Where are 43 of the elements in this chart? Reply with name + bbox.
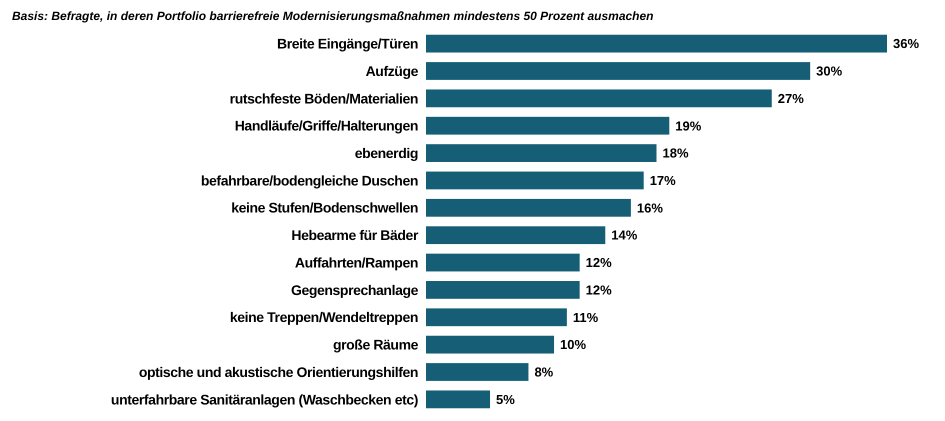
y-tick-label: Breite Eingänge/Türen: [277, 36, 418, 52]
data-label: 5%: [496, 392, 516, 407]
data-label: 17%: [650, 173, 676, 188]
data-label: 8%: [534, 364, 554, 380]
bar: [426, 308, 567, 326]
y-tick-label: Hebearme für Bäder: [291, 227, 419, 244]
bar: [426, 62, 810, 80]
y-tick-label: keine Treppen/Wendeltreppen: [230, 309, 418, 326]
y-tick-label: große Räume: [332, 336, 419, 353]
chart-subtitle: Basis: Befragte, in deren Portfolio barrierefreie Modernisierungsmaßnahmen mindestens 50 Prozent ausmachen: [12, 9, 654, 23]
y-tick-label: optische und akustische Orientierungshilfen: [138, 364, 418, 380]
y-tick-label: Auffahrten/Rampen: [294, 254, 418, 270]
data-label: 27%: [778, 90, 804, 106]
y-tick-label: unterfahrbare Sanitäranlagen (Waschbecken etc): [110, 391, 418, 408]
y-tick-label: Aufzüge: [366, 62, 419, 79]
data-label: 36%: [893, 36, 920, 52]
bar: [426, 144, 656, 162]
bar: [426, 34, 887, 53]
y-tick-label: rutschfeste Böden/Materialien: [230, 90, 418, 106]
bar: [426, 198, 631, 217]
data-label: 12%: [586, 282, 612, 298]
data-label: 30%: [816, 64, 843, 79]
data-label: 19%: [675, 118, 702, 134]
y-tick-label: Gegensprechanlage: [290, 282, 419, 298]
y-tick-label: ebenerdig: [354, 144, 418, 161]
bar: [426, 363, 528, 381]
y-tick-label: Handläufe/Griffe/Halterungen: [234, 118, 418, 134]
data-label: 11%: [572, 310, 599, 325]
data-label: 16%: [636, 200, 664, 216]
y-tick-label: keine Stufen/Bodenschwellen: [231, 200, 418, 216]
bar: [426, 172, 644, 190]
data-label: 14%: [611, 228, 638, 243]
bar: [426, 226, 606, 244]
bar: [426, 336, 554, 354]
bar: [426, 390, 490, 408]
bar: [426, 89, 772, 108]
bar: [426, 281, 580, 299]
y-tick-label: befahrbare/bodengleiche Duschen: [200, 172, 418, 188]
bar: [426, 116, 670, 135]
data-label: 10%: [560, 337, 587, 352]
bar: [426, 254, 580, 272]
data-label: 12%: [586, 255, 612, 270]
data-label: 18%: [662, 146, 689, 161]
